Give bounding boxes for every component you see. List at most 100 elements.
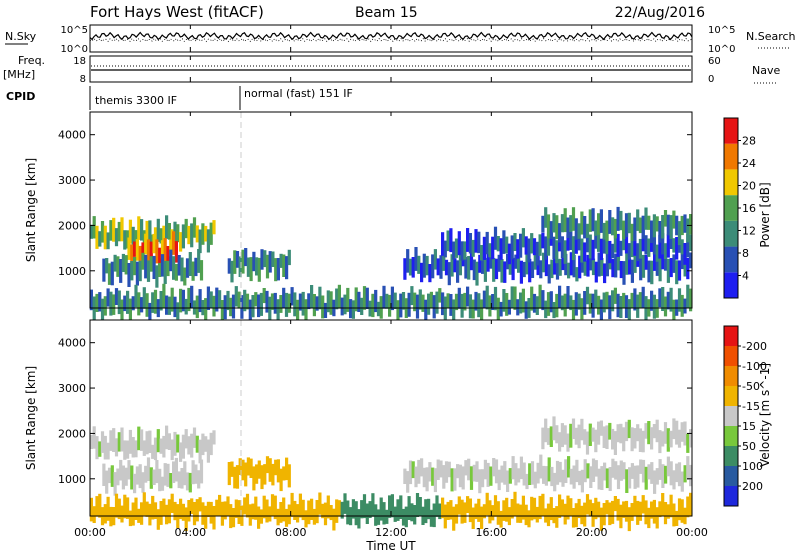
- colorbar-swatch: [724, 426, 738, 446]
- range-time-cell: [549, 497, 553, 521]
- range-time-cell: [184, 429, 188, 449]
- range-time-cell: [165, 215, 169, 239]
- range-time-cell: [138, 260, 142, 282]
- range-time-cell: [246, 257, 250, 277]
- range-time-cell: [486, 252, 490, 272]
- range-time-cell: [248, 504, 252, 526]
- range-time-cell: [661, 464, 665, 488]
- range-time-cell: [287, 249, 291, 266]
- range-time-cell: [538, 234, 542, 256]
- range-time-cell: [120, 217, 124, 242]
- range-time-cell: [577, 230, 581, 251]
- y-tick-label: 4000: [58, 129, 86, 142]
- range-time-cell: [580, 418, 584, 441]
- range-time-cell: [555, 506, 559, 528]
- range-time-cell: [140, 429, 144, 451]
- range-time-cell: [616, 233, 620, 257]
- cpid-segment-themis: themis 3300 IF: [95, 94, 177, 107]
- range-time-cell: [167, 296, 171, 315]
- range-time-cell: [497, 469, 501, 491]
- range-time-cell: [574, 503, 578, 528]
- range-time-cell: [206, 286, 210, 310]
- range-time-cell: [279, 295, 283, 313]
- range-time-cell: [95, 225, 99, 249]
- range-time-cell: [489, 250, 493, 269]
- range-time-cell: [285, 256, 289, 280]
- range-time-cell: [510, 286, 514, 309]
- range-time-cell: [622, 228, 626, 251]
- range-time-cell: [95, 293, 99, 312]
- range-time-cell: [192, 502, 197, 526]
- range-time-cell: [131, 437, 135, 458]
- range-time-cell: [454, 293, 459, 311]
- range-time-cell: [357, 509, 361, 529]
- range-time-cell: [630, 292, 634, 308]
- colorbar-swatch: [724, 466, 738, 486]
- range-time-cell: [257, 257, 261, 282]
- range-time-cell: [588, 293, 592, 314]
- range-time-cell: [541, 232, 545, 249]
- range-time-cell: [677, 288, 682, 312]
- range-time-cell: [600, 258, 604, 276]
- range-time-cell: [393, 506, 397, 522]
- range-time-cell: [655, 255, 659, 276]
- range-time-cell: [158, 247, 162, 268]
- range-time-cell: [121, 253, 125, 272]
- range-time-cell: [583, 291, 587, 315]
- range-time-cell: [524, 301, 528, 319]
- range-time-cell: [408, 258, 413, 276]
- range-time-cell: [439, 255, 443, 279]
- range-time-cell: [268, 251, 272, 273]
- range-time-cell: [204, 298, 208, 320]
- range-time-cell: [597, 468, 601, 490]
- range-time-cell: [474, 503, 478, 520]
- range-time-cell: [619, 296, 623, 318]
- range-time-cell: [174, 457, 178, 482]
- range-time-cell: [616, 498, 620, 521]
- range-time-cell: [464, 460, 468, 476]
- range-time-cell: [546, 233, 551, 256]
- range-time-cell: [376, 509, 381, 525]
- range-time-cell: [560, 499, 564, 516]
- range-time-cell: [179, 232, 183, 252]
- range-time-cell: [453, 468, 457, 491]
- range-time-cell: [123, 295, 127, 312]
- range-time-cell: [156, 429, 160, 453]
- range-time-cell: [653, 254, 657, 271]
- range-time-cell: [572, 465, 576, 489]
- colorbar-swatch: [724, 143, 738, 170]
- range-time-cell: [163, 238, 167, 262]
- range-time-cell: [257, 460, 261, 479]
- range-time-cell: [276, 508, 280, 526]
- range-time-cell: [407, 292, 411, 317]
- range-time-cell: [508, 468, 512, 484]
- range-time-cell: [265, 254, 270, 279]
- freq-tick-bottom: 8: [80, 74, 86, 85]
- range-time-cell: [521, 228, 525, 248]
- range-time-cell: [572, 255, 576, 278]
- range-time-cell: [121, 465, 125, 490]
- range-time-cell: [636, 465, 640, 488]
- range-time-cell: [176, 434, 180, 453]
- range-time-cell: [368, 300, 372, 317]
- range-time-cell: [184, 298, 188, 315]
- range-time-cell: [672, 418, 676, 440]
- range-time-cell: [159, 228, 163, 244]
- range-time-cell: [231, 508, 236, 528]
- range-time-cell: [119, 459, 123, 481]
- range-time-cell: [686, 433, 690, 453]
- range-time-cell: [507, 299, 511, 315]
- range-time-cell: [233, 466, 237, 489]
- range-time-cell: [491, 294, 495, 310]
- range-time-cell: [233, 250, 237, 274]
- range-time-cell: [566, 217, 570, 238]
- range-time-cell: [270, 494, 275, 516]
- range-time-cell: [117, 432, 121, 452]
- range-time-cell: [466, 286, 470, 307]
- range-time-cell: [680, 251, 684, 270]
- range-time-cell: [337, 284, 341, 309]
- time-tick-label: 00:00: [676, 526, 708, 539]
- range-time-cell: [435, 291, 439, 314]
- range-time-cell: [513, 233, 517, 251]
- range-time-cell: [141, 252, 145, 270]
